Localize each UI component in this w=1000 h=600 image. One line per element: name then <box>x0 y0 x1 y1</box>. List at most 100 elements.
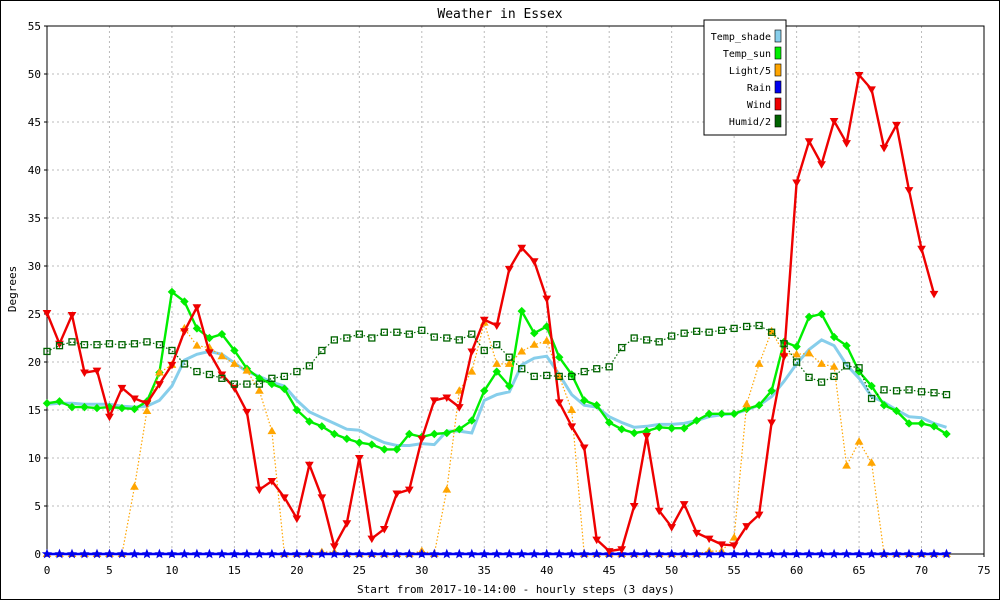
data-point <box>617 424 626 434</box>
data-point <box>230 380 239 388</box>
x-tick-label-4: 20 <box>290 564 303 577</box>
data-point <box>430 429 439 439</box>
data-point <box>917 419 926 428</box>
data-point <box>703 548 715 559</box>
data-point <box>492 322 502 331</box>
data-point <box>717 541 727 549</box>
data-point <box>80 341 89 349</box>
data-point <box>230 359 239 367</box>
data-point <box>454 386 464 394</box>
data-point <box>867 86 876 94</box>
data-point <box>367 440 377 449</box>
data-point <box>879 144 889 153</box>
y-tick-label-1: 5 <box>34 500 41 513</box>
data-point <box>666 548 677 559</box>
x-tick-label-3: 15 <box>228 564 241 577</box>
data-point <box>254 548 265 559</box>
data-point <box>266 548 278 559</box>
data-point <box>267 478 277 486</box>
data-point <box>580 396 589 405</box>
data-point <box>828 548 840 559</box>
data-point <box>842 341 851 350</box>
data-point <box>179 548 190 559</box>
data-point <box>780 340 788 348</box>
data-point <box>942 429 951 439</box>
data-point <box>130 395 139 403</box>
x-tick-label-9: 45 <box>603 564 616 577</box>
data-point <box>567 423 577 431</box>
data-point <box>404 548 415 559</box>
data-point <box>455 424 464 434</box>
data-point <box>930 389 938 397</box>
data-point <box>904 419 914 428</box>
data-point <box>366 548 377 559</box>
data-point <box>468 330 476 338</box>
data-point <box>705 328 713 336</box>
data-point <box>504 359 514 367</box>
data-point <box>330 429 339 439</box>
data-point <box>317 494 327 502</box>
data-point <box>791 548 802 559</box>
data-point <box>529 258 539 266</box>
data-point <box>817 378 826 386</box>
data-point <box>329 548 340 559</box>
data-point <box>180 360 189 368</box>
data-point <box>804 348 814 357</box>
data-point <box>416 548 427 559</box>
data-point <box>643 336 651 344</box>
data-point <box>704 535 714 544</box>
data-point <box>380 445 389 454</box>
data-point <box>792 358 801 366</box>
data-point <box>942 390 951 399</box>
data-point <box>855 364 863 372</box>
data-point <box>479 548 490 559</box>
data-point <box>654 507 664 516</box>
data-point <box>342 520 352 528</box>
data-point <box>729 542 739 550</box>
data-point <box>916 548 927 559</box>
data-point <box>667 524 677 532</box>
data-point <box>579 548 590 559</box>
data-point <box>193 367 201 376</box>
data-point <box>754 359 764 367</box>
x-tick-label-1: 5 <box>106 564 113 577</box>
x-tick-label-12: 60 <box>790 564 803 577</box>
legend: Temp_shade Temp_sun Light/5 Rain Wind Humid/2 <box>703 19 787 136</box>
data-point <box>679 424 689 433</box>
data-point <box>142 406 152 414</box>
data-point <box>492 359 502 367</box>
series-line <box>45 72 936 553</box>
x-tick-label-15: 75 <box>977 564 990 577</box>
data-point <box>742 322 751 331</box>
data-point <box>280 494 289 502</box>
data-point <box>641 548 652 559</box>
legend-swatch <box>774 63 782 77</box>
data-point <box>341 548 352 559</box>
data-point <box>91 548 103 559</box>
data-point <box>803 548 815 559</box>
data-point <box>867 458 876 466</box>
data-point <box>755 321 763 330</box>
data-point <box>854 437 864 445</box>
data-point <box>529 548 540 559</box>
data-point <box>580 367 588 376</box>
legend-label: Humid/2 <box>729 117 771 128</box>
data-point <box>442 485 452 493</box>
data-point <box>655 338 663 346</box>
data-point <box>80 369 89 378</box>
data-point <box>205 333 214 343</box>
data-point <box>105 340 114 348</box>
data-point <box>42 310 52 318</box>
data-point <box>467 367 477 375</box>
data-point <box>155 368 164 376</box>
y-tick-label-6: 30 <box>28 260 41 273</box>
data-point <box>130 340 139 348</box>
data-point <box>442 394 452 403</box>
data-point <box>817 309 826 319</box>
data-point <box>429 548 440 559</box>
legend-label: Temp_sun <box>723 49 771 60</box>
series-Wind <box>42 71 939 556</box>
data-point <box>842 140 851 148</box>
data-point <box>230 346 239 355</box>
